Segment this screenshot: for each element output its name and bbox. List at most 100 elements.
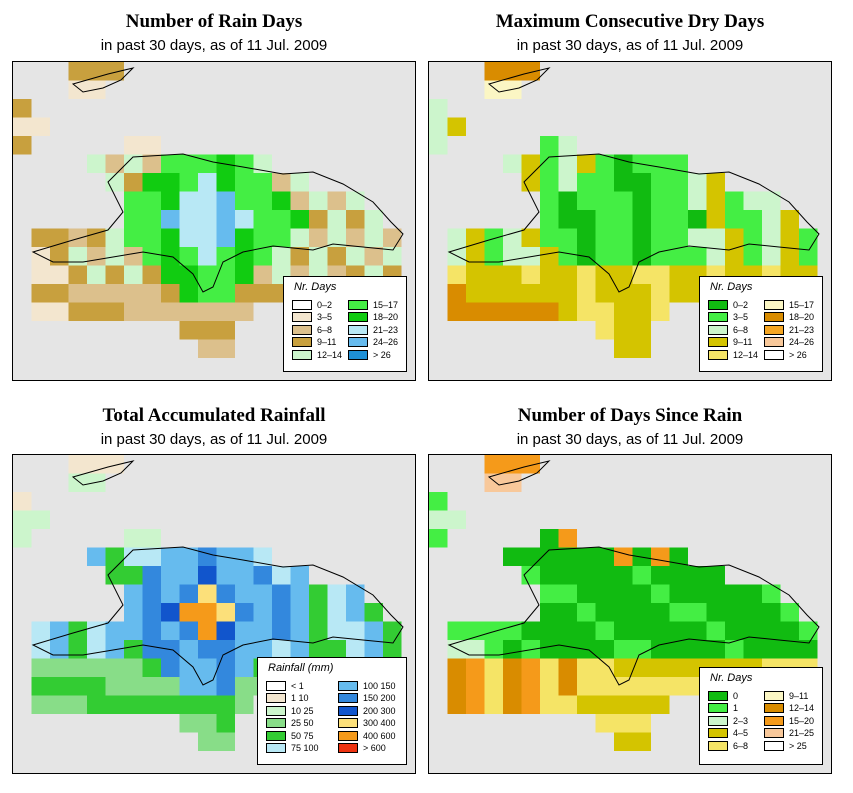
grid-cell: [540, 228, 559, 247]
grid-cell: [688, 603, 707, 622]
legend-label: 150 200: [363, 693, 396, 703]
grid-cell: [558, 154, 577, 173]
grid-cell: [235, 677, 254, 696]
grid-cell: [595, 265, 614, 284]
grid-cell: [540, 621, 559, 640]
grid-cell: [595, 547, 614, 566]
grid-cell: [780, 603, 799, 622]
grid-cell: [179, 210, 198, 229]
grid-cell: [87, 265, 106, 284]
grid-cell: [706, 584, 725, 603]
grid-cell: [577, 265, 596, 284]
grid-cell: [521, 154, 540, 173]
grid-cell: [614, 547, 633, 566]
grid-cell: [253, 640, 272, 659]
grid-cell: [216, 302, 235, 321]
grid-cell: [558, 547, 577, 566]
grid-cell: [651, 621, 670, 640]
grid-cell: [253, 154, 272, 173]
grid-cell: [346, 640, 365, 659]
grid-cell: [484, 640, 503, 659]
grid-cell: [558, 284, 577, 303]
grid-cell: [327, 584, 346, 603]
grid-cell: [179, 566, 198, 585]
grid-cell: [327, 621, 346, 640]
grid-cell: [198, 302, 217, 321]
legend-item: 3–5: [292, 312, 332, 323]
grid-cell: [558, 566, 577, 585]
grid-cell: [466, 640, 485, 659]
grid-cell: [614, 640, 633, 659]
grid-cell: [161, 547, 180, 566]
grid-cell: [198, 584, 217, 603]
legend-swatch: [292, 349, 312, 360]
grid-cell: [688, 584, 707, 603]
grid-cell: [68, 265, 87, 284]
grid-cell: [142, 677, 161, 696]
coastline: [31, 153, 404, 293]
grid-cell: [725, 191, 744, 210]
legend-label: 3–5: [733, 312, 749, 322]
grid-cell: [68, 695, 87, 714]
grid-cell: [540, 284, 559, 303]
panel-subtitle: in past 30 days, as of 11 Jul. 2009: [100, 37, 328, 54]
grid-cell: [503, 265, 522, 284]
grid-cell: [105, 547, 124, 566]
grid-cell: [198, 265, 217, 284]
legend-swatch: [764, 690, 784, 701]
grid-cell: [558, 191, 577, 210]
grid-cell: [142, 658, 161, 677]
grid-cell: [50, 695, 69, 714]
grid-cell: [383, 621, 402, 640]
grid-cell: [651, 228, 670, 247]
grid-cell: [669, 154, 688, 173]
grid-cell: [651, 265, 670, 284]
legend-swatch: [338, 705, 358, 716]
legend-item: 6–8: [708, 740, 748, 751]
grid-cell: [87, 154, 106, 173]
grid-cell: [272, 621, 291, 640]
legend-swatch: [292, 324, 312, 335]
grid-cell: [87, 695, 106, 714]
coastline: [487, 460, 551, 486]
grid-cell: [558, 247, 577, 266]
grid-cell: [68, 677, 87, 696]
grid-cell: [503, 247, 522, 266]
grid-cell: [105, 284, 124, 303]
legend-label: 18–20: [373, 312, 399, 322]
grid-cell: [346, 228, 365, 247]
grid-cell: [346, 621, 365, 640]
grid-cell: [484, 658, 503, 677]
grid-cell: [632, 695, 651, 714]
grid-cell: [309, 228, 328, 247]
grid-cell: [253, 584, 272, 603]
grid-cell: [521, 228, 540, 247]
grid-cell: [503, 284, 522, 303]
grid-cell: [669, 621, 688, 640]
grid-cell: [13, 99, 32, 118]
grid-cell: [105, 154, 124, 173]
grid-cell: [216, 228, 235, 247]
grid-cell: [161, 658, 180, 677]
grid-cell: [68, 621, 87, 640]
grid-cell: [216, 247, 235, 266]
grid-cell: [179, 640, 198, 659]
grid-cell: [651, 603, 670, 622]
grid-cell: [799, 247, 818, 266]
grid-cell: [105, 62, 124, 81]
grid-cell: [595, 603, 614, 622]
grid-cell: [651, 677, 670, 696]
legend-label: 24–26: [373, 337, 399, 347]
grid-cell: [87, 302, 106, 321]
legend-label: 9–11: [789, 690, 809, 701]
legend-swatch: [266, 730, 286, 741]
grid-cell: [161, 584, 180, 603]
grid-cell: [614, 265, 633, 284]
legend-label: 100 150: [363, 680, 396, 691]
legend-item: 9–11: [764, 690, 808, 701]
dry-days-map: Nr. Days 0–2 3–5 6–8 9–11 12–14 15–17 18–20 21–…: [428, 61, 832, 381]
grid-cell: [706, 603, 725, 622]
grid-cell: [142, 603, 161, 622]
legend-label: 9–11: [317, 337, 337, 347]
grid-cell: [290, 191, 309, 210]
